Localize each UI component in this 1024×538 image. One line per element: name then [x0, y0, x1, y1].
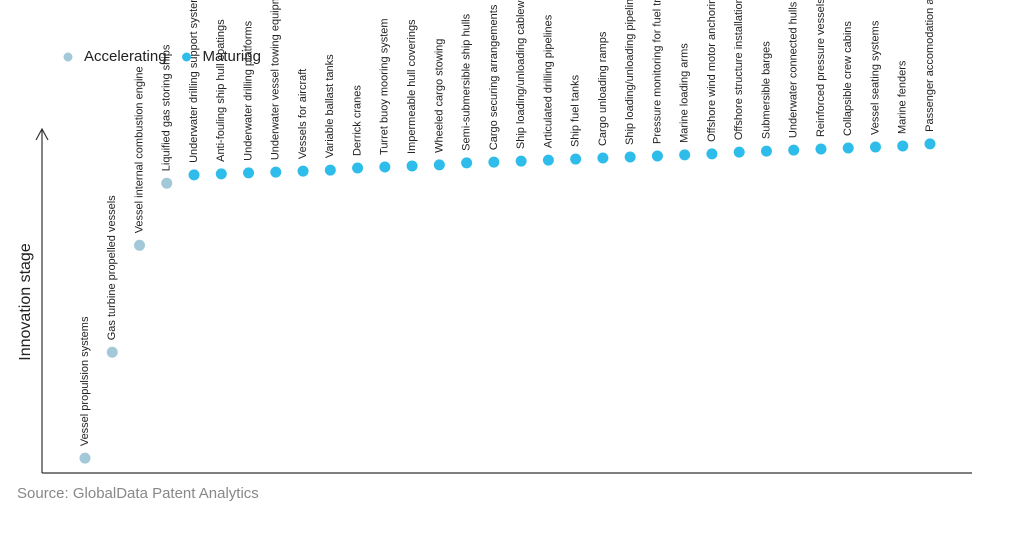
point: [897, 140, 909, 152]
point: [760, 145, 772, 157]
legend-marker: [182, 52, 192, 62]
point: [515, 155, 527, 167]
point: [243, 167, 255, 179]
point: [433, 159, 445, 171]
legend-label: Maturing: [203, 48, 261, 65]
category-label: Marine fenders: [897, 60, 909, 134]
point: [379, 161, 391, 173]
category-label: Ship loading/unloading cableways: [515, 0, 527, 149]
point: [324, 164, 336, 176]
point: [188, 169, 200, 181]
point: [597, 152, 609, 164]
y-axis-arrow: [35, 127, 49, 141]
legend-label: Accelerating: [84, 48, 167, 65]
category-label: Passenger accomodation arrangements: [924, 0, 936, 132]
category-label: Liquified gas storing ships: [161, 44, 173, 171]
point: [270, 166, 282, 178]
point: [624, 151, 636, 163]
point: [733, 146, 745, 158]
point: [488, 156, 500, 168]
point: [869, 141, 881, 153]
legend-marker: [63, 52, 73, 62]
category-label: Vessel propulsion systems: [79, 316, 91, 446]
category-label: Vessel seating systems: [869, 20, 881, 135]
point: [651, 150, 663, 162]
category-label: Underwater drilling support systems: [188, 0, 200, 163]
point: [706, 148, 718, 160]
category-label: Variable ballast tanks: [324, 54, 336, 158]
category-label: Anti-fouling ship hull coatings: [215, 19, 227, 162]
point: [406, 160, 418, 172]
category-label: Offshore structure installation: [733, 0, 745, 140]
point: [788, 144, 800, 156]
point: [352, 162, 364, 174]
category-label: Cargo unloading ramps: [597, 31, 609, 146]
point: [924, 138, 936, 150]
point: [842, 142, 854, 154]
category-label: Ship loading/unloading pipelines: [624, 0, 636, 145]
category-label: Offshore wind motor anchoring: [706, 0, 718, 142]
category-label: Impermeable hull coverings: [406, 19, 418, 154]
point: [570, 153, 582, 165]
category-label: Cargo securing arrangements: [488, 4, 500, 150]
category-label: Marine loading arms: [679, 43, 691, 143]
source: Source: GlobalData Patent Analytics: [17, 485, 259, 502]
point: [297, 165, 309, 177]
point: [79, 452, 91, 464]
y-axis-label: Innovation stage: [17, 243, 34, 361]
category-label: Turret buoy mooring system: [379, 18, 391, 155]
category-label: Wheeled cargo stowing: [433, 39, 445, 153]
point: [106, 346, 118, 358]
point: [161, 177, 173, 189]
category-label: Gas turbine propelled vessels: [106, 195, 118, 340]
point: [134, 239, 146, 251]
category-label: Ship fuel tanks: [570, 74, 582, 147]
category-label: Underwater vessel towing equipment: [270, 0, 282, 160]
category-label: Collapsible crew cabins: [842, 21, 854, 136]
category-label: Pressure monitoring for fuel transferrin…: [651, 0, 663, 144]
category-label: Submersible barges: [760, 41, 772, 139]
point: [215, 168, 227, 180]
point: [461, 157, 473, 169]
category-label: Reinforced pressure vessels: [815, 0, 827, 137]
point: [542, 154, 554, 166]
category-label: Vessels for aircraft: [297, 69, 309, 159]
point: [679, 149, 691, 161]
category-label: Articulated drilling pipelines: [542, 14, 554, 148]
point: [815, 143, 827, 155]
category-label: Vessel internal combustion engine: [133, 66, 145, 233]
category-label: Underwater connected hulls: [788, 1, 800, 138]
category-label: Underwater drilling platforms: [242, 20, 254, 160]
category-label: Semi-submersible ship hulls: [461, 13, 473, 150]
category-label: Derrick cranes: [351, 85, 363, 156]
